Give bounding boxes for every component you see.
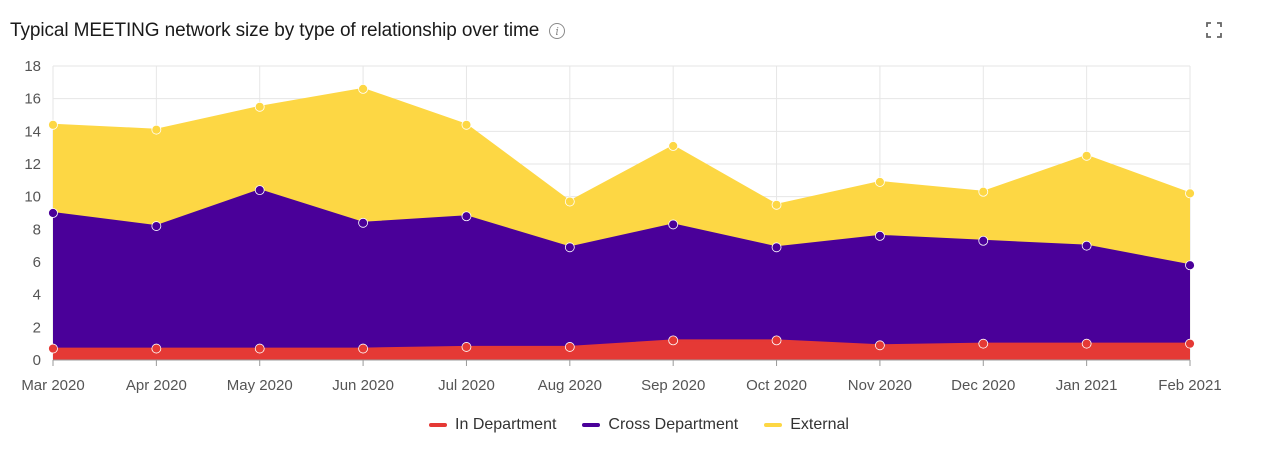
- area-external: [53, 88, 1190, 266]
- y-tick-label: 4: [33, 287, 41, 304]
- legend-label: External: [790, 416, 849, 433]
- legend-item-external[interactable]: External: [764, 416, 849, 434]
- point-cross-department: [1081, 240, 1092, 251]
- x-tick-label: Sep 2020: [641, 377, 705, 394]
- point-in-department: [564, 342, 575, 352]
- point-external: [48, 119, 58, 130]
- y-tick-label: 6: [33, 254, 41, 271]
- point-cross-department: [254, 185, 265, 196]
- point-external: [1185, 188, 1195, 199]
- point-cross-department: [564, 242, 575, 253]
- y-tick-label: 10: [24, 189, 41, 206]
- x-tick-label: Apr 2020: [126, 377, 187, 394]
- legend-item-cross-department[interactable]: Cross Department: [582, 416, 738, 434]
- area-cross-department: [53, 190, 1190, 349]
- point-in-department: [151, 343, 162, 354]
- point-external: [978, 186, 989, 197]
- point-external: [564, 196, 575, 207]
- point-external: [1081, 150, 1092, 161]
- legend-swatch: [764, 423, 783, 427]
- point-cross-department: [151, 221, 162, 231]
- y-tick-label: 18: [24, 58, 41, 75]
- legend-label: In Department: [455, 416, 557, 433]
- y-tick-label: 2: [33, 319, 41, 336]
- y-tick-label: 8: [33, 221, 41, 238]
- point-in-department: [978, 338, 989, 349]
- legend-swatch: [429, 423, 448, 427]
- x-tick-label: Aug 2020: [538, 377, 602, 394]
- point-cross-department: [358, 217, 368, 228]
- x-tick-label: Nov 2020: [848, 377, 912, 394]
- x-tick-label: Jul 2020: [438, 377, 495, 394]
- x-tick-label: Mar 2020: [21, 377, 84, 394]
- point-external: [771, 199, 782, 210]
- point-in-department: [358, 343, 368, 354]
- y-tick-label: 16: [24, 91, 41, 108]
- point-in-department: [668, 335, 679, 346]
- point-cross-department: [1185, 260, 1195, 271]
- y-tick-label: 12: [24, 156, 41, 173]
- point-external: [875, 177, 885, 187]
- point-cross-department: [461, 211, 472, 222]
- point-cross-department: [48, 208, 58, 218]
- line-cross-department: [52, 189, 1191, 267]
- point-cross-department: [668, 219, 679, 230]
- point-in-department: [1081, 338, 1092, 349]
- point-cross-department: [875, 230, 885, 241]
- area-chart: 0 2 4 6 8 10 12 14 16 18 Mar 2020 Apr 2020 May 2020 J…: [21, 58, 1221, 394]
- point-in-department: [1185, 338, 1195, 349]
- legend-label: Cross Department: [608, 416, 739, 433]
- y-tick-label: 0: [33, 352, 41, 369]
- legend-item-in-department[interactable]: In Department: [429, 416, 556, 434]
- point-external: [151, 124, 162, 135]
- x-tick-label: Jan 2021: [1056, 377, 1118, 394]
- point-external: [461, 119, 472, 130]
- point-cross-department: [771, 242, 782, 253]
- x-tick-label: Jun 2020: [332, 377, 394, 394]
- point-external: [254, 101, 265, 112]
- point-in-department: [461, 342, 472, 352]
- x-tick-label: Oct 2020: [746, 377, 807, 394]
- line-in-department: [53, 339, 1190, 350]
- chart-header: Typical MEETING network size by type of …: [10, 18, 566, 44]
- x-tick-label: Feb 2021: [1158, 377, 1221, 394]
- x-tick-label: Dec 2020: [951, 377, 1015, 394]
- point-in-department: [771, 335, 782, 346]
- x-tick-label: May 2020: [227, 377, 293, 394]
- y-tick-label: 14: [24, 123, 41, 140]
- chart-title: Typical MEETING network size by type of …: [10, 20, 540, 41]
- legend-swatch: [582, 423, 601, 427]
- point-cross-department: [978, 235, 989, 246]
- point-external: [358, 83, 368, 94]
- chart-legend: In Department Cross Department External: [0, 416, 1278, 434]
- fullscreen-icon[interactable]: [1206, 22, 1222, 38]
- point-in-department: [254, 343, 265, 354]
- info-icon[interactable]: i: [549, 23, 566, 39]
- point-in-department: [875, 340, 885, 351]
- line-external: [52, 87, 1191, 206]
- point-external: [668, 141, 679, 151]
- point-in-department: [48, 343, 58, 354]
